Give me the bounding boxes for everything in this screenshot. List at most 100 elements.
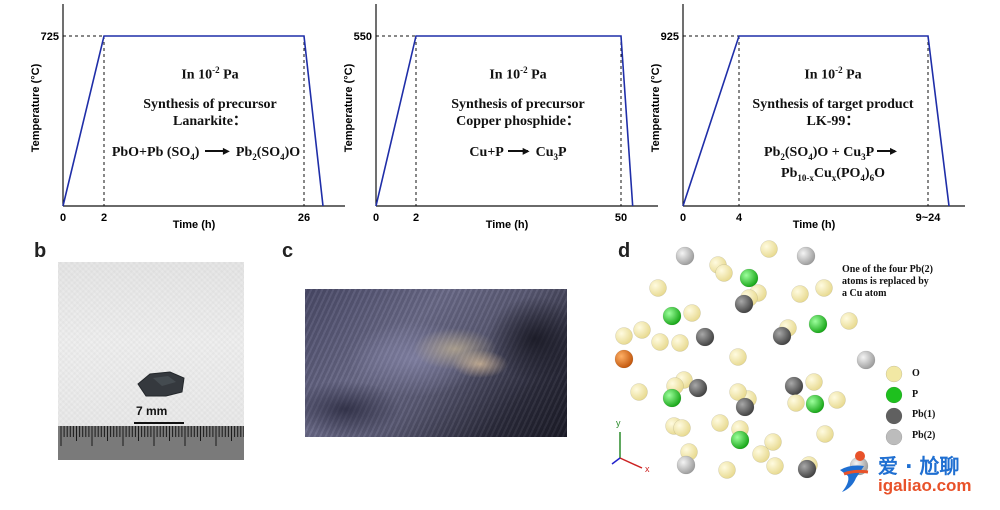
lead1-atom bbox=[784, 376, 804, 396]
chart-3: 0 4 9~24 925 Time (h) Temperature (°C) bbox=[650, 4, 965, 231]
y-tick-label: 550 bbox=[354, 31, 372, 43]
chart1-annotation: In 10-2 Pa Synthesis of precursor Lanark… bbox=[110, 62, 310, 165]
oxygen-atom bbox=[815, 279, 833, 297]
x-tick-label: 0 bbox=[373, 212, 379, 224]
oxygen-atom bbox=[766, 457, 784, 475]
chart3-equation-line1: Pb2(SO4)O + Cu3P ▸ bbox=[764, 143, 897, 162]
sample-photo: 7 mm bbox=[58, 262, 244, 460]
oxygen-atom bbox=[752, 445, 770, 463]
legend-label-Pb2: Pb(2) bbox=[912, 430, 936, 441]
lead2-atom bbox=[856, 350, 876, 370]
lead1-atom bbox=[688, 378, 708, 398]
oxygen-atom bbox=[729, 348, 747, 366]
chart2-pressure: In 10-2 Pa bbox=[489, 65, 547, 83]
chart1-subheading: Lanarkite： bbox=[173, 113, 247, 129]
panel-letter-b: b bbox=[34, 240, 47, 262]
x-tick-label: 4 bbox=[736, 212, 743, 224]
crystal-structure bbox=[611, 240, 876, 479]
oxygen-atom bbox=[711, 414, 729, 432]
lead2-atom bbox=[675, 246, 695, 266]
arrow-icon bbox=[507, 149, 528, 152]
x-tick-label: 0 bbox=[60, 212, 66, 224]
oxygen-atom bbox=[760, 240, 778, 258]
y-axis-label: Temperature (°C) bbox=[30, 63, 42, 152]
legend-label-P: P bbox=[912, 389, 919, 400]
watermark-url: igaliao.com bbox=[878, 476, 972, 495]
panel-letter-d: d bbox=[618, 240, 631, 262]
lead2-atom bbox=[796, 246, 816, 266]
oxygen-atom bbox=[630, 383, 648, 401]
watermark: 爱 · 尬聊 igaliao.com bbox=[834, 446, 986, 498]
copper-atom bbox=[614, 349, 634, 369]
x-axis-label: Time (h) bbox=[173, 219, 216, 231]
chart1-equation: PbO+Pb (SO4) ▸ Pb2(SO4)O bbox=[111, 143, 301, 162]
oxygen-atom bbox=[840, 312, 858, 330]
phosphorus-atom bbox=[805, 394, 825, 414]
oxygen-atom bbox=[651, 333, 669, 351]
lead1-atom bbox=[735, 397, 755, 417]
lead2-atom bbox=[676, 455, 696, 475]
phosphorus-atom bbox=[662, 388, 682, 408]
oxygen-atom bbox=[729, 383, 747, 401]
axis-y-label: y bbox=[616, 418, 621, 428]
y-tick-label: 725 bbox=[41, 31, 59, 43]
oxygen-atom bbox=[718, 461, 736, 479]
axis-x-label: x bbox=[645, 464, 650, 474]
x-axis-label: Time (h) bbox=[793, 219, 836, 231]
x-tick-label: 0 bbox=[680, 212, 686, 224]
temperature-profile bbox=[62, 35, 324, 207]
phosphorus-atom bbox=[730, 430, 750, 450]
structure-annotation: One of the four Pb(2) atoms is replaced … bbox=[842, 264, 933, 299]
chart2-heading: Synthesis of precursor bbox=[451, 96, 585, 112]
y-axis-label: Temperature (°C) bbox=[343, 63, 355, 152]
oxygen-atom bbox=[615, 327, 633, 345]
microscope-photo bbox=[305, 289, 567, 437]
chart2-subheading: Copper phosphide： bbox=[456, 113, 580, 129]
chart3-annotation: In 10-2 Pa Synthesis of target product L… bbox=[728, 62, 938, 187]
scale-bar-label: 7 mm bbox=[136, 404, 168, 418]
sample-photo-drawing bbox=[58, 371, 244, 460]
panel-letter-c: c bbox=[282, 240, 294, 262]
oxygen-atom bbox=[683, 304, 701, 322]
oxygen-atom bbox=[787, 394, 805, 412]
chart-2: 0 2 50 550 Time (h) Temperature (°C) bbox=[343, 4, 658, 231]
chart3-heading: Synthesis of target product bbox=[752, 96, 914, 112]
phosphorus-atom bbox=[662, 306, 682, 326]
oxygen-atom bbox=[633, 321, 651, 339]
oxygen-atom bbox=[715, 264, 733, 282]
chart3-equation-line2: Pb10-xCux(PO4)6O bbox=[781, 166, 885, 184]
x-tick-label: 26 bbox=[298, 212, 310, 224]
lead1-atom bbox=[695, 327, 715, 347]
lead1-atom bbox=[797, 459, 817, 479]
watermark-logo-icon bbox=[840, 451, 869, 492]
chart1-heading: Synthesis of precursor bbox=[143, 96, 277, 112]
y-tick-label: 925 bbox=[661, 31, 679, 43]
x-tick-label: 2 bbox=[413, 212, 419, 224]
structure-legend: O P Pb(1) Pb(2) bbox=[884, 363, 964, 463]
legend-dot-P bbox=[885, 386, 903, 404]
y-axis-label: Temperature (°C) bbox=[650, 63, 662, 152]
chart1-pressure: In 10-2 Pa bbox=[181, 65, 239, 83]
x-tick-label: 9~24 bbox=[916, 212, 942, 224]
arrow-icon bbox=[204, 149, 227, 152]
chart2-annotation: In 10-2 Pa Synthesis of precursor Copper… bbox=[418, 62, 618, 165]
x-tick-label: 2 bbox=[101, 212, 107, 224]
oxygen-atom bbox=[828, 391, 846, 409]
legend-label-O: O bbox=[912, 368, 920, 379]
chart-1: 0 2 26 725 Time (h) Temperature (°C) bbox=[30, 4, 345, 231]
oxygen-atom bbox=[816, 425, 834, 443]
lead1-atom bbox=[734, 294, 754, 314]
oxygen-atom bbox=[649, 279, 667, 297]
legend-dot-Pb2 bbox=[885, 428, 903, 446]
x-axis-label: Time (h) bbox=[486, 219, 529, 231]
synthesis-charts: 0 2 26 725 Time (h) Temperature (°C) 0 2 50 550 Ti… bbox=[30, 4, 965, 231]
legend-label-Pb1: Pb(1) bbox=[912, 409, 936, 420]
arrow-icon bbox=[876, 149, 895, 152]
lead1-atom bbox=[772, 326, 792, 346]
chart2-equation: Cu+P ▸ Cu3P bbox=[469, 143, 567, 162]
oxygen-atom bbox=[764, 433, 782, 451]
watermark-brand: 爱 · 尬聊 bbox=[878, 454, 960, 478]
phosphorus-atom bbox=[808, 314, 828, 334]
oxygen-atom bbox=[673, 419, 691, 437]
x-tick-label: 50 bbox=[615, 212, 627, 224]
